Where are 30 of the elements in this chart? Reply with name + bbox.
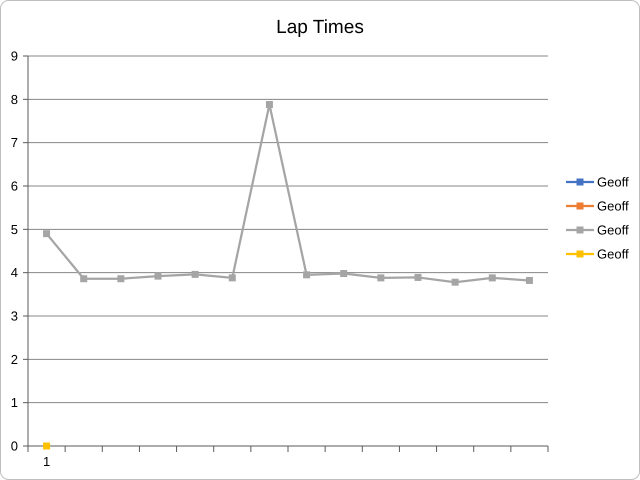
point xyxy=(377,274,384,282)
y-tick-label: 2 xyxy=(10,352,18,367)
y-tick-label: 9 xyxy=(10,48,18,64)
point xyxy=(340,270,348,278)
point xyxy=(303,271,310,278)
point xyxy=(266,101,273,108)
legend-label: Geoff xyxy=(597,174,629,190)
point xyxy=(228,274,236,282)
point xyxy=(414,274,422,281)
y-tick-label: 4 xyxy=(10,265,18,280)
point xyxy=(117,275,124,282)
point xyxy=(43,230,50,238)
legend-label: Geoff xyxy=(597,222,629,238)
chart-title: Lap Times xyxy=(276,17,364,38)
y-tick-label: 7 xyxy=(10,135,18,150)
y-tick-label: 1 xyxy=(10,395,18,410)
y-tick-label: 0 xyxy=(10,438,18,454)
point xyxy=(154,272,162,280)
y-tick-label: 3 xyxy=(10,308,18,324)
legend-label: Geoff xyxy=(597,198,629,214)
y-tick-label: 6 xyxy=(10,178,18,194)
point xyxy=(43,442,50,450)
point xyxy=(488,274,496,282)
legend-label: Geoff xyxy=(597,246,629,262)
point xyxy=(80,275,88,282)
point xyxy=(452,278,459,286)
point xyxy=(192,270,199,278)
y-tick-label: 5 xyxy=(10,222,18,237)
y-tick-label: 8 xyxy=(10,92,18,107)
point xyxy=(526,276,533,284)
